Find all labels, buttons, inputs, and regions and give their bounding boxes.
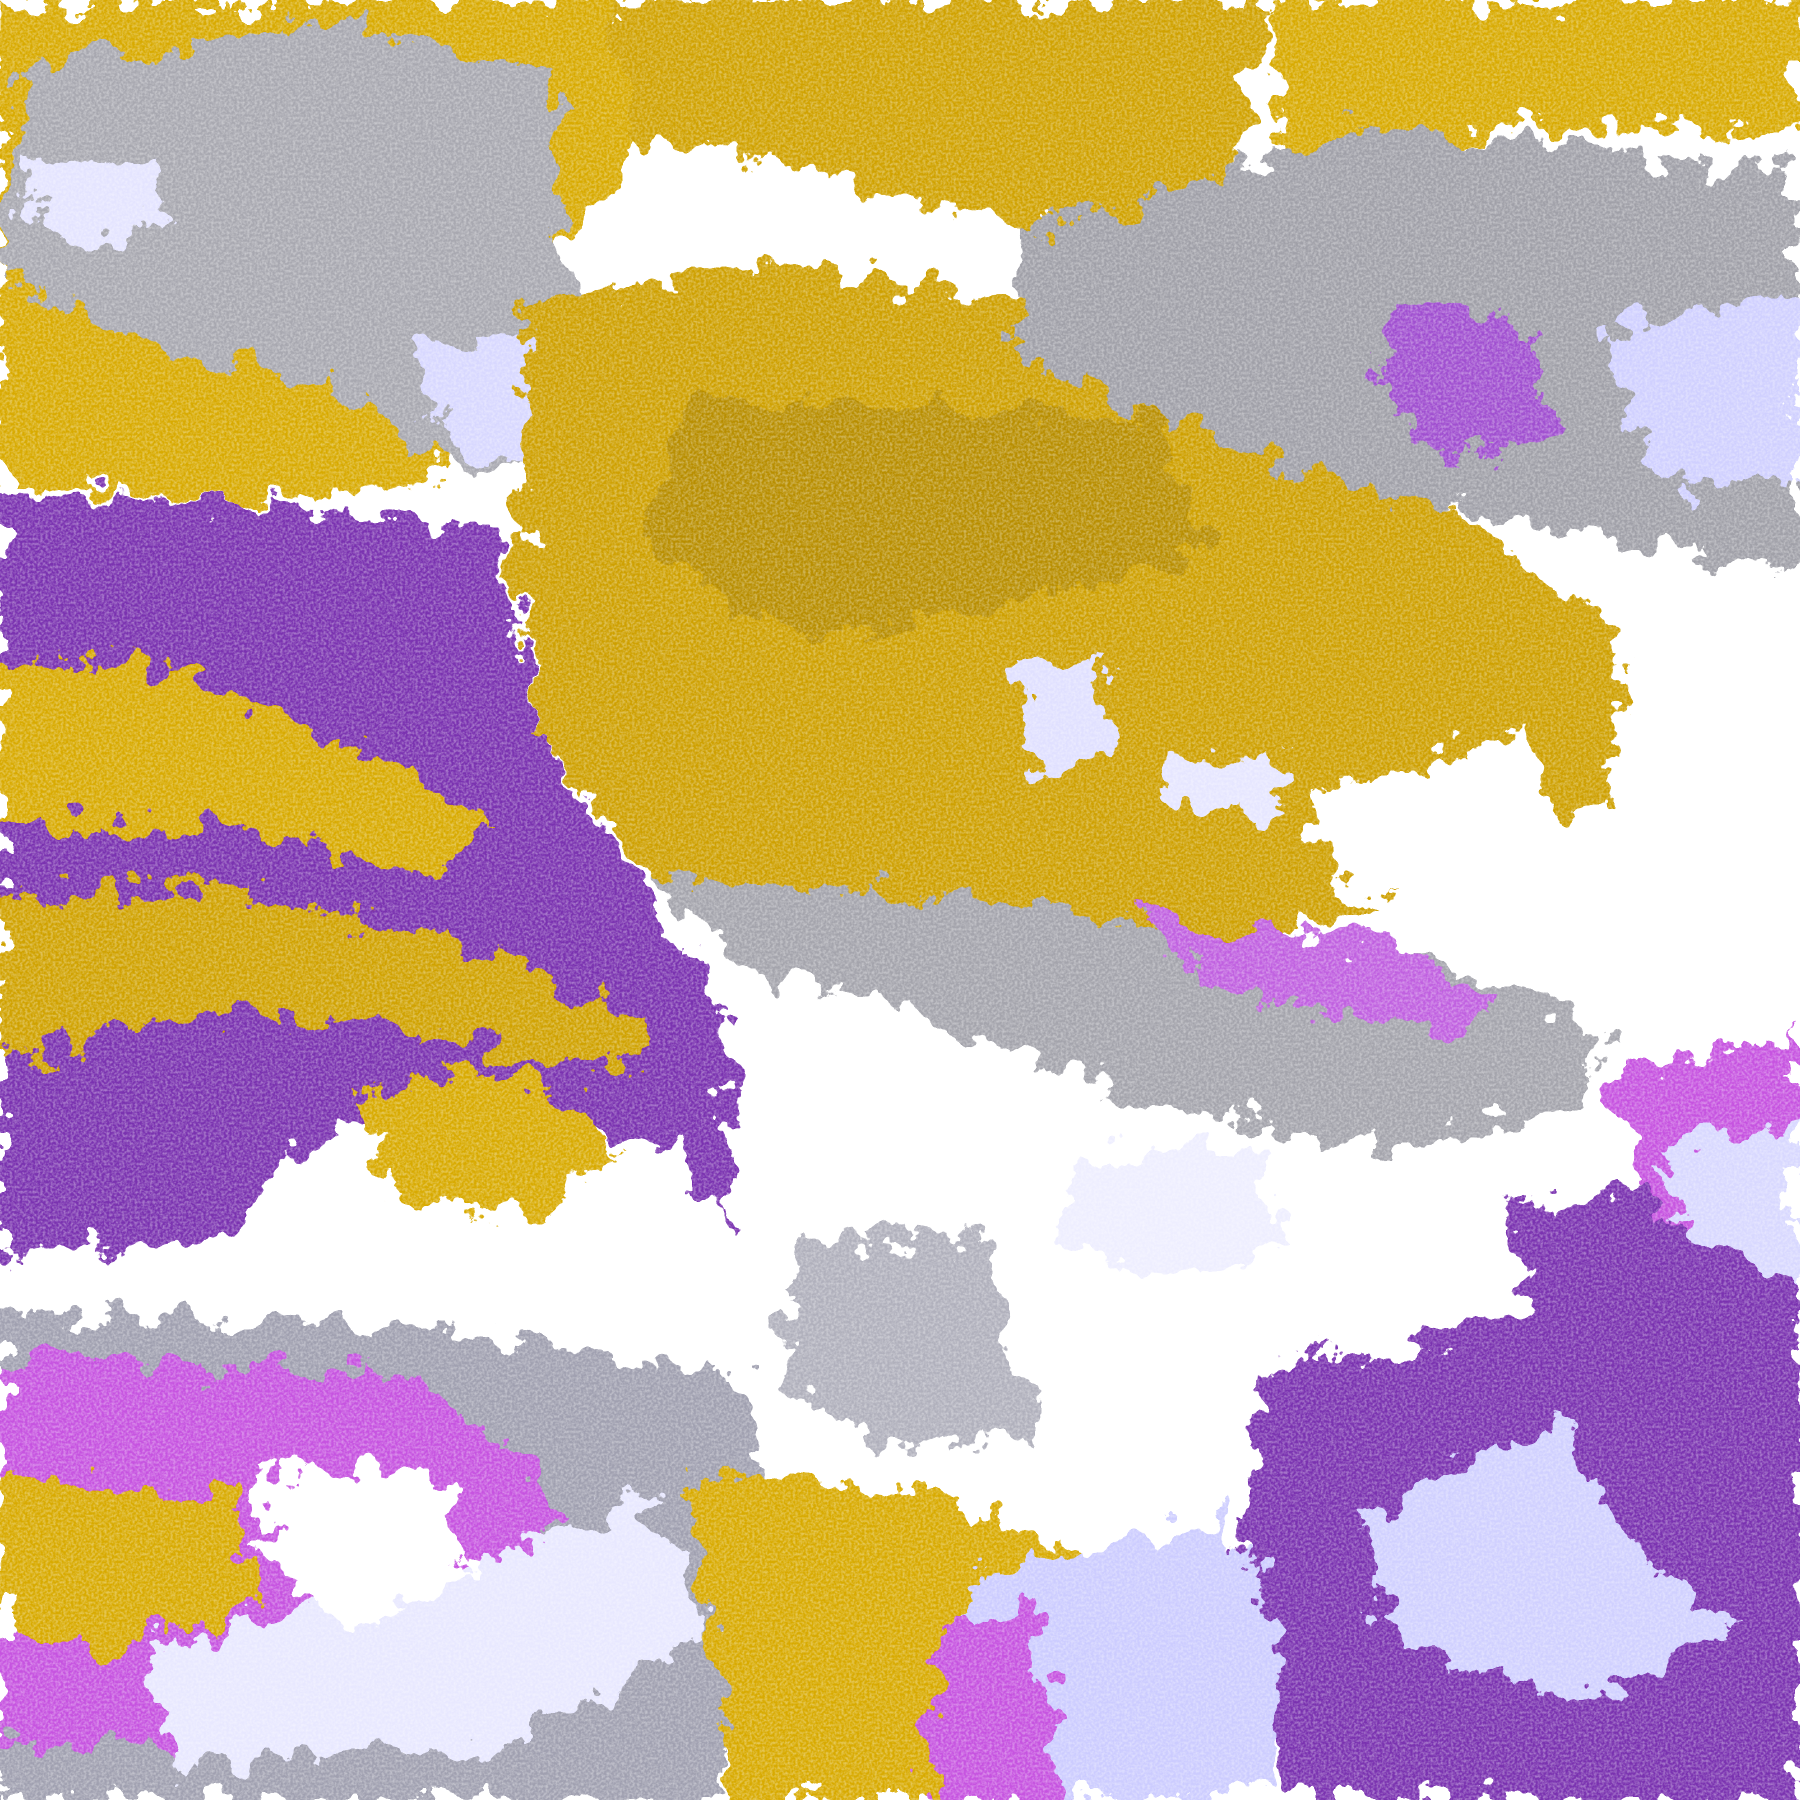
satellite-image bbox=[0, 0, 1800, 1800]
texture-speckle bbox=[0, 0, 1800, 1800]
